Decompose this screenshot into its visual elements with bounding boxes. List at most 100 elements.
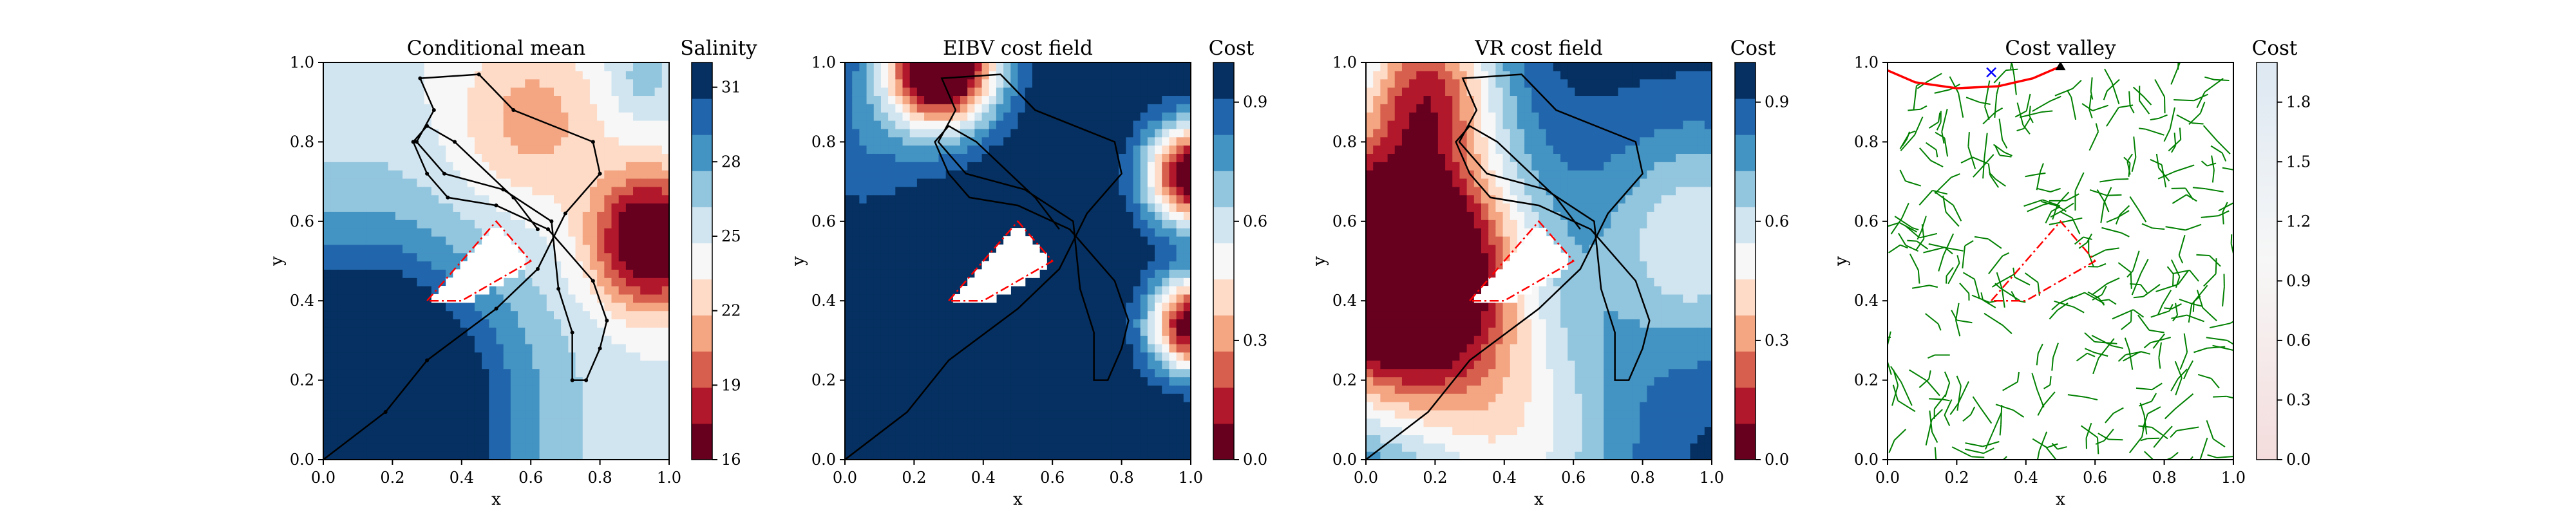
heatmap-cell [352,443,360,452]
heatmap-cell [909,203,918,212]
heatmap-cell [1111,220,1119,229]
heatmap-cell [1032,153,1040,162]
heatmap-cell [852,70,860,80]
heatmap-cell [366,302,374,312]
heatmap-cell [888,294,896,303]
heatmap-cell [1104,136,1112,146]
heatmap-cell [845,426,853,436]
heatmap-cell [895,418,904,427]
heatmap-cell [845,186,853,196]
heatmap-cell [395,104,403,113]
heatmap-cell [561,351,569,361]
heatmap-cell [945,87,954,97]
heatmap-cell [539,269,547,278]
heatmap-cell [589,426,598,436]
heatmap-cell [1075,360,1083,370]
heatmap-cell [625,145,634,154]
heatmap-cell [532,302,540,312]
heatmap-cell [916,302,925,312]
heatmap-cell [952,228,961,237]
heatmap-cell [510,236,518,245]
heatmap-cell [1039,112,1047,121]
heatmap-cell [1010,319,1019,328]
heatmap-cell [909,104,918,113]
heatmap-cell [873,145,882,154]
heatmap-cell [561,426,569,436]
heatmap-cell [1032,211,1040,220]
heatmap-cell [337,435,346,444]
heatmap-cell [482,162,489,171]
heatmap-cell [873,112,882,121]
heatmap-cell [330,435,338,444]
heatmap-cell [880,261,889,270]
heatmap-cell [1018,426,1026,436]
heatmap-cell [1373,418,1381,427]
heatmap-cell [496,418,504,427]
heatmap-cell [1083,360,1090,370]
heatmap-cell [960,335,968,344]
heatmap-cell [1147,128,1155,138]
heatmap-cell [1046,95,1055,104]
heatmap-cell [1097,79,1105,88]
heatmap-cell [474,104,482,113]
heatmap-cell [532,128,540,138]
heatmap-cell [1119,294,1126,303]
heatmap-cell [352,385,360,394]
heatmap-cell [1126,277,1134,286]
heatmap-cell [1126,128,1134,138]
heatmap-cell [330,385,338,394]
heatmap-cell [924,236,932,245]
heatmap-cell [1090,79,1098,88]
heatmap-cell [1061,310,1069,320]
heatmap-cell [880,79,889,88]
heatmap-cell [402,186,410,196]
heatmap-cell [518,87,526,97]
heatmap-cell [546,277,554,286]
heatmap-cell [1126,302,1134,312]
heatmap-cell [1183,360,1191,370]
heatmap-cell [575,418,583,427]
heatmap-cell [1003,211,1011,220]
heatmap-cell [661,327,669,336]
heatmap-cell [996,170,1004,179]
heatmap-cell [410,435,418,444]
heatmap-cell [546,203,554,212]
heatmap-cell [467,335,475,344]
obstacle-mask-cell [453,294,461,303]
heatmap-cell [960,435,968,444]
heatmap-cell [1111,203,1119,212]
heatmap-cell [640,79,649,88]
heatmap-cell [1068,377,1076,386]
heatmap-cell [1155,426,1162,436]
heatmap-cell [1104,344,1112,353]
heatmap-cell [1140,178,1148,187]
heatmap-cell [1162,377,1170,386]
heatmap-cell [852,112,860,121]
obstacle-mask-cell [467,252,475,262]
heatmap-cell [931,277,940,286]
heatmap-cell [611,443,620,452]
heatmap-cell [374,153,382,162]
obstacle-mask-cell [1039,252,1047,262]
heatmap-cell [575,435,583,444]
heatmap-cell [539,377,547,386]
heatmap-cell [902,286,911,295]
heatmap-cell [554,153,562,162]
obstacle-mask-cell [989,277,997,286]
heatmap-cell [618,220,627,229]
heatmap-cell [388,95,396,104]
heatmap-cell [554,294,562,303]
heatmap-cell [525,203,533,212]
heatmap-cell [1039,186,1047,196]
heatmap-cell [1068,443,1076,452]
heatmap-cell [909,79,918,88]
heatmap-cell [866,377,875,386]
heatmap-cell [1147,294,1155,303]
heatmap-cell [1003,62,1011,71]
heatmap-cell [1380,269,1388,278]
heatmap-cell [1061,95,1069,104]
heatmap-cell [1140,385,1148,394]
heatmap-cell [467,310,475,320]
heatmap-cell [640,319,649,328]
heatmap-cell [374,87,382,97]
